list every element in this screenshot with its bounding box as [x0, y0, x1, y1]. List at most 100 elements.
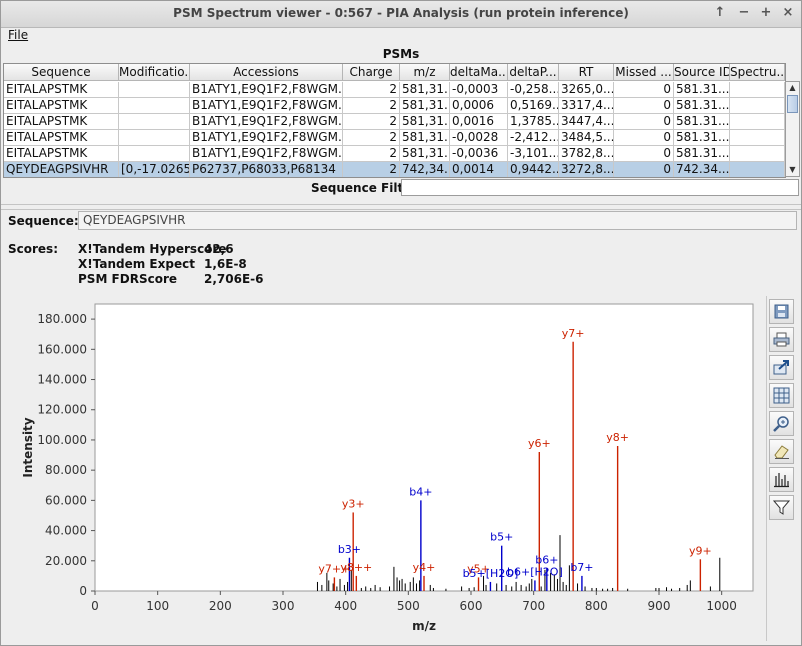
- source-id-cell[interactable]: 742.34...: [674, 162, 730, 177]
- modifications-cell[interactable]: [119, 146, 190, 162]
- delta-ppm-cell[interactable]: 0,5169...: [508, 98, 559, 114]
- maximize-icon[interactable]: +: [760, 5, 772, 20]
- export-button[interactable]: [769, 355, 794, 380]
- accessions-cell[interactable]: B1ATY1,E9Q1F2,F8WGM...: [190, 114, 343, 130]
- spectrum-cell[interactable]: [730, 98, 785, 114]
- modifications-cell[interactable]: [119, 82, 190, 98]
- col-spectrum-header[interactable]: Spectru...: [730, 64, 785, 81]
- charge-cell[interactable]: 2: [343, 146, 400, 162]
- modifications-cell[interactable]: [119, 130, 190, 146]
- modifications-cell[interactable]: [119, 114, 190, 130]
- sequence-cell[interactable]: EITALAPSTMK: [4, 114, 119, 130]
- missed-cell[interactable]: 0: [614, 130, 674, 146]
- missed-cell[interactable]: 0: [614, 162, 674, 177]
- missed-cell[interactable]: 0: [614, 146, 674, 162]
- sequence-cell[interactable]: EITALAPSTMK: [4, 98, 119, 114]
- col-rt-header[interactable]: RT: [559, 64, 614, 81]
- col-charge-header[interactable]: Charge: [343, 64, 400, 81]
- mz-cell[interactable]: 581,31...: [400, 146, 450, 162]
- print-button[interactable]: [769, 327, 794, 352]
- missed-cell[interactable]: 0: [614, 114, 674, 130]
- charge-cell[interactable]: 2: [343, 82, 400, 98]
- source-id-cell[interactable]: 581.31...: [674, 114, 730, 130]
- col-delta-mass-header[interactable]: deltaMa...: [450, 64, 508, 81]
- minimize-icon[interactable]: −: [738, 5, 750, 20]
- rt-cell[interactable]: 3272,8...: [559, 162, 614, 177]
- spectrum-cell[interactable]: [730, 146, 785, 162]
- delta-mass-cell[interactable]: 0,0014: [450, 162, 508, 177]
- charge-cell[interactable]: 2: [343, 162, 400, 177]
- mz-cell[interactable]: 742,34...: [400, 162, 450, 177]
- delta-mass-cell[interactable]: 0,0016: [450, 114, 508, 130]
- delta-mass-cell[interactable]: -0,0028: [450, 130, 508, 146]
- spectrum-cell[interactable]: [730, 162, 785, 177]
- spectrum-cell[interactable]: [730, 82, 785, 98]
- spectrum-chart-panel[interactable]: 0 20.000 40.000 60.000 80.000 100.000 120.000 1…: [8, 296, 764, 640]
- rt-cell[interactable]: 3782,8...: [559, 146, 614, 162]
- delta-ppm-cell[interactable]: 0,9442...: [508, 162, 559, 177]
- col-accessions-header[interactable]: Accessions: [190, 64, 343, 81]
- missed-cell[interactable]: 0: [614, 82, 674, 98]
- spectrum-chart[interactable]: 0 20.000 40.000 60.000 80.000 100.000 120.000 1…: [8, 296, 764, 640]
- rt-cell[interactable]: 3447,4...: [559, 114, 614, 130]
- split-pane-divider[interactable]: [1, 204, 801, 210]
- delta-mass-cell[interactable]: -0,0036: [450, 146, 508, 162]
- accessions-cell[interactable]: B1ATY1,E9Q1F2,F8WGM...: [190, 98, 343, 114]
- missed-cell[interactable]: 0: [614, 98, 674, 114]
- delta-ppm-cell[interactable]: -3,101...: [508, 146, 559, 162]
- rt-cell[interactable]: 3265,0...: [559, 82, 614, 98]
- peaks-button[interactable]: [769, 467, 794, 492]
- scroll-down-icon[interactable]: ▼: [789, 165, 796, 174]
- psm-table[interactable]: Sequence Modificatio... Accessions Charge m/…: [3, 63, 786, 178]
- rt-cell[interactable]: 3317,4...: [559, 98, 614, 114]
- col-modifications-header[interactable]: Modificatio...: [119, 64, 190, 81]
- source-id-cell[interactable]: 581.31...: [674, 146, 730, 162]
- mz-cell[interactable]: 581,31...: [400, 114, 450, 130]
- accessions-cell[interactable]: B1ATY1,E9Q1F2,F8WGM...: [190, 146, 343, 162]
- sequence-cell[interactable]: QEYDEAGPSIVHR: [4, 162, 119, 177]
- zoom-button[interactable]: [769, 411, 794, 436]
- col-missed-header[interactable]: Missed ...: [614, 64, 674, 81]
- sequence-filter-input[interactable]: [401, 179, 799, 196]
- source-id-cell[interactable]: 581.31...: [674, 130, 730, 146]
- sequence-cell[interactable]: EITALAPSTMK: [4, 82, 119, 98]
- psm-table-scrollbar[interactable]: ▲ ▼: [785, 81, 800, 177]
- scroll-up-icon[interactable]: ▲: [789, 83, 796, 92]
- charge-cell[interactable]: 2: [343, 130, 400, 146]
- delta-ppm-cell[interactable]: -2,412...: [508, 130, 559, 146]
- score-name: X!Tandem Expect: [78, 257, 195, 271]
- delta-mass-cell[interactable]: -0,0003: [450, 82, 508, 98]
- scrollbar-thumb[interactable]: [787, 95, 798, 113]
- accessions-cell[interactable]: B1ATY1,E9Q1F2,F8WGM...: [190, 130, 343, 146]
- menu-file[interactable]: File: [8, 28, 29, 42]
- col-source-id-header[interactable]: Source ID: [674, 64, 730, 81]
- rt-cell[interactable]: 3484,5...: [559, 130, 614, 146]
- mz-cell[interactable]: 581,31...: [400, 130, 450, 146]
- accessions-cell[interactable]: B1ATY1,E9Q1F2,F8WGM...: [190, 82, 343, 98]
- col-mz-header[interactable]: m/z: [400, 64, 450, 81]
- filter-button[interactable]: [769, 495, 794, 520]
- col-sequence-header[interactable]: Sequence: [4, 64, 119, 81]
- close-icon[interactable]: ×: [782, 5, 794, 20]
- grid-button[interactable]: [769, 383, 794, 408]
- delta-mass-cell[interactable]: 0,0006: [450, 98, 508, 114]
- modifications-cell[interactable]: [0,-17.0265]: [119, 162, 190, 177]
- delta-ppm-cell[interactable]: -0,258...: [508, 82, 559, 98]
- col-delta-ppm-header[interactable]: deltaP...: [508, 64, 559, 81]
- sequence-cell[interactable]: EITALAPSTMK: [4, 146, 119, 162]
- save-button[interactable]: [769, 299, 794, 324]
- spectrum-cell[interactable]: [730, 114, 785, 130]
- charge-cell[interactable]: 2: [343, 114, 400, 130]
- source-id-cell[interactable]: 581.31...: [674, 98, 730, 114]
- accessions-cell[interactable]: P62737,P68033,P68134: [190, 162, 343, 177]
- sequence-cell[interactable]: EITALAPSTMK: [4, 130, 119, 146]
- mz-cell[interactable]: 581,31...: [400, 82, 450, 98]
- modifications-cell[interactable]: [119, 98, 190, 114]
- clear-button[interactable]: [769, 439, 794, 464]
- pin-icon[interactable]: ↑: [714, 5, 726, 20]
- spectrum-cell[interactable]: [730, 130, 785, 146]
- mz-cell[interactable]: 581,31...: [400, 98, 450, 114]
- source-id-cell[interactable]: 581.31...: [674, 82, 730, 98]
- delta-ppm-cell[interactable]: 1,3785...: [508, 114, 559, 130]
- charge-cell[interactable]: 2: [343, 98, 400, 114]
